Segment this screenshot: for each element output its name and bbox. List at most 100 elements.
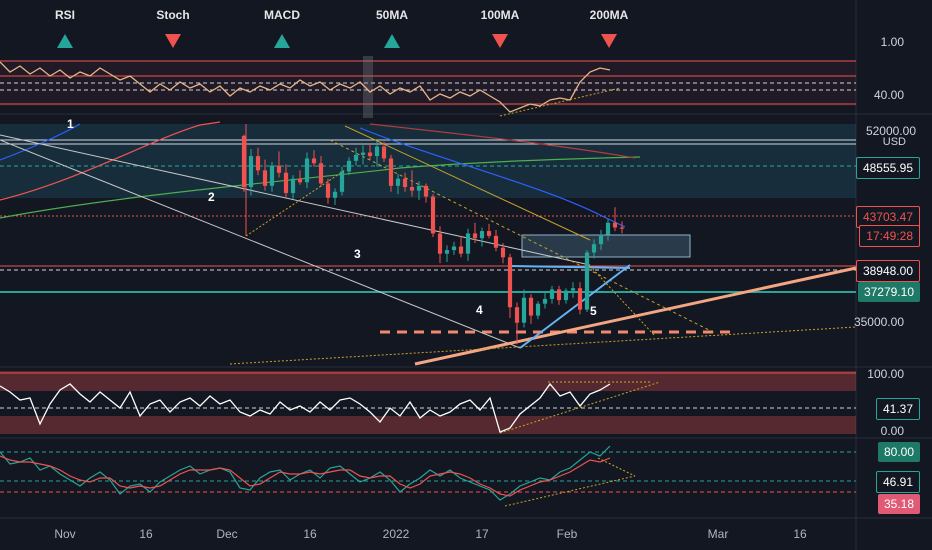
candle-body: [262, 170, 268, 186]
arrow-down-icon: [601, 34, 617, 48]
indicator-200ma-label: 200MA: [589, 8, 629, 22]
arrow-up-icon: [384, 34, 400, 48]
candle-body: [542, 298, 548, 304]
arrow-up-icon: [57, 34, 73, 48]
long-ascending-dotted: [229, 326, 857, 365]
time-label-dec: Dec: [216, 527, 238, 541]
indicator-stoch[interactable]: Stoch: [138, 8, 208, 48]
candle-body: [500, 247, 506, 258]
indicator-stoch-label: Stoch: [156, 8, 190, 22]
candle-body: [479, 231, 485, 239]
candle-body: [493, 235, 499, 248]
candle-body: [248, 156, 254, 188]
ma-50-line-left: [0, 123, 81, 161]
countdown-label: 17:49:28: [859, 225, 920, 247]
candle-body: [409, 187, 415, 191]
candle-body: [605, 222, 611, 235]
wave-trendline: [0, 134, 591, 266]
stoch-label-d: 35.18: [877, 494, 920, 514]
wave-label-2: 2: [208, 190, 215, 204]
candle-body: [255, 156, 261, 171]
indicator-50ma-label: 50MA: [375, 8, 408, 22]
candle-body: [318, 163, 324, 184]
candle-body: [570, 288, 576, 291]
projection-line: [589, 265, 656, 337]
candle-body: [521, 297, 527, 323]
time-label-16-dec: 16: [303, 527, 317, 541]
candle-body: [430, 196, 436, 234]
candle-body: [507, 257, 513, 308]
stoch-wedge: [597, 457, 636, 477]
candle-body: [556, 289, 562, 301]
arrow-down-icon: [165, 34, 181, 48]
time-label-16-mar: 16: [793, 527, 807, 541]
candle-body: [423, 185, 429, 197]
candle-body: [297, 178, 303, 183]
candle-body: [332, 191, 338, 198]
stoch-label-80: 80.00: [877, 442, 920, 462]
price-tick-52000: 52000.00: [865, 124, 916, 138]
candle-body: [416, 185, 422, 191]
indicator-macd[interactable]: MACD: [247, 8, 317, 48]
candle-body: [402, 178, 408, 188]
indicator-100ma[interactable]: 100MA: [465, 8, 535, 48]
candle-body: [451, 246, 457, 251]
time-label-nov: Nov: [54, 527, 76, 541]
rsi-tick-0: 0.00: [880, 424, 904, 438]
ma-100-line-left: [0, 121, 221, 201]
blue-level-line: [509, 265, 631, 269]
top-pane-oscillator-line: [0, 61, 611, 113]
candle-body: [395, 178, 401, 186]
stoch-k-line: [0, 445, 611, 501]
candle-body: [619, 227, 625, 229]
indicator-200ma[interactable]: 200MA: [574, 8, 644, 48]
ma-100-line-right: [369, 123, 636, 159]
indicator-50ma[interactable]: 50MA: [357, 8, 427, 48]
wave-label-3: 3: [354, 247, 361, 261]
candle-body: [598, 234, 604, 245]
candle-body: [367, 152, 373, 157]
price-tick-35000: 35000.00: [853, 315, 904, 329]
candle-body: [311, 158, 317, 164]
channel-upper: [344, 125, 591, 241]
candle-body: [346, 160, 352, 172]
candle-body: [472, 233, 478, 239]
candle-body: [458, 246, 464, 254]
wave-label-5: 5: [590, 304, 597, 318]
candle-body: [276, 165, 282, 173]
ma-200-line: [0, 156, 641, 219]
top-pane-trendline: [499, 87, 621, 117]
candle-body: [563, 290, 569, 301]
candle-body: [290, 178, 296, 193]
candle-body: [486, 231, 492, 236]
candle-body: [584, 252, 590, 310]
rsi-tick-100: 100.00: [867, 367, 904, 381]
indicator-rsi[interactable]: RSI: [30, 8, 100, 48]
rsi-current-label: 41.37: [875, 398, 920, 420]
time-label-16-nov: 16: [139, 527, 153, 541]
arrow-up-icon: [274, 34, 290, 48]
stoch-d-line: [0, 455, 611, 497]
arrow-down-icon: [492, 34, 508, 48]
indicator-100ma-label: 100MA: [480, 8, 520, 22]
top-pane-tick-2: 40.00: [873, 88, 904, 102]
candle-body: [381, 146, 387, 159]
candle-body: [535, 303, 541, 316]
candle-body: [269, 165, 275, 186]
candle-body: [360, 152, 366, 155]
top-pane-tick-1: 1.00: [880, 35, 904, 49]
top-pane-highlight-bar: [363, 56, 373, 118]
stoch-label-k: 46.91: [875, 471, 920, 493]
candle-body: [577, 288, 583, 310]
resistance-zone: [0, 124, 856, 198]
rsi-oversold-zone: [0, 416, 856, 434]
price-label-37279: 37279.10: [857, 282, 920, 302]
ascending-trendline: [414, 266, 857, 366]
candle-body: [514, 307, 520, 323]
rsi-line: [0, 382, 611, 433]
candle-body: [465, 233, 471, 254]
long-descending-trendline: [0, 139, 521, 349]
candle-body: [612, 222, 618, 228]
